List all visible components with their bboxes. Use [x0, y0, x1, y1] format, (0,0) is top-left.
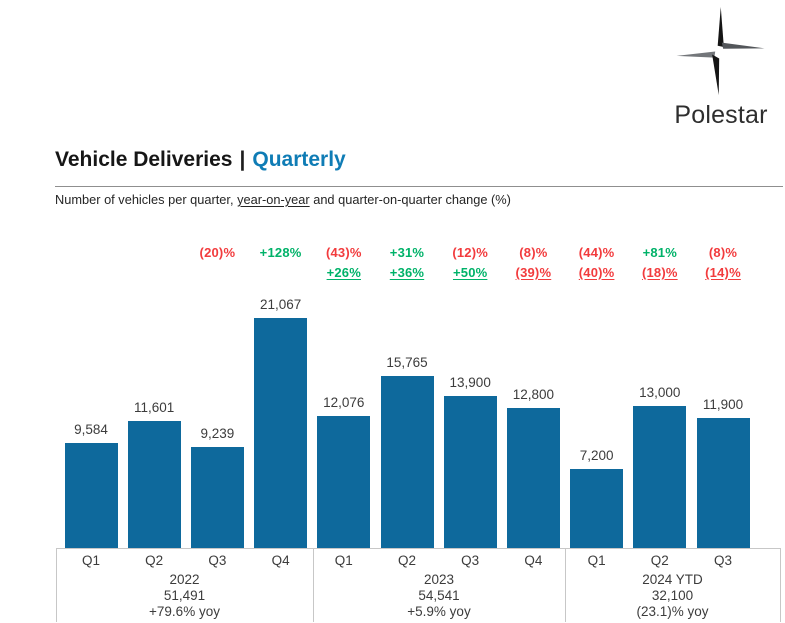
quarter-label: Q1	[81, 553, 100, 568]
qoq-change-label: +81%	[642, 245, 677, 260]
bar-value-label: 7,200	[579, 448, 614, 463]
group-divider	[313, 548, 314, 622]
polestar-wordmark: Polestar	[674, 101, 768, 129]
bar-value-label: 13,000	[639, 385, 681, 400]
bar-value-label: 11,601	[134, 400, 175, 415]
bar	[633, 406, 687, 548]
star-blade-top	[717, 7, 724, 48]
subtitle-suffix: and quarter-on-quarter change (%)	[309, 192, 511, 207]
star-blade-bottom	[712, 54, 720, 95]
quarter-label: Q2	[145, 553, 164, 568]
bar	[380, 376, 434, 548]
year-group-label: 2024 YTD 32,100 (23.1)% yoy	[563, 572, 783, 619]
group-yoy: +79.6% yoy	[149, 603, 220, 619]
yoy-change-label: (18)%	[641, 265, 678, 280]
quarter-label: Q3	[208, 553, 227, 568]
group-yoy: (23.1)% yoy	[636, 603, 709, 619]
polestar-star-icon	[676, 7, 765, 95]
chart-subtitle: Number of vehicles per quarter, year-on-…	[55, 192, 511, 207]
group-total: 51,491	[163, 587, 206, 603]
bar	[570, 469, 624, 548]
yoy-change-label: +50%	[452, 265, 488, 280]
quarter-label: Q1	[587, 553, 606, 568]
bar	[254, 318, 308, 548]
bar	[506, 408, 560, 548]
group-divider	[780, 548, 781, 622]
group-divider	[565, 548, 566, 622]
quarter-label: Q3	[713, 553, 732, 568]
yoy-change-label: (40)%	[578, 265, 615, 280]
bar-value-label: 13,900	[449, 375, 491, 390]
qoq-change-label: (43)%	[325, 245, 362, 260]
group-divider	[56, 548, 57, 622]
subtitle-yoy-underlined: year-on-year	[237, 192, 310, 207]
group-year: 2023	[423, 572, 455, 587]
qoq-change-label: (8)%	[708, 245, 738, 260]
group-year: 2022	[169, 572, 200, 587]
yoy-change-label: +36%	[389, 265, 425, 280]
bar-value-label: 12,800	[512, 387, 555, 402]
year-group-label: 2022 51,491 +79.6% yoy	[75, 572, 295, 619]
bar-value-label: 21,067	[259, 297, 302, 312]
qoq-change-label: (12)%	[452, 245, 489, 260]
quarter-label: Q4	[271, 553, 290, 568]
bar	[696, 418, 750, 548]
bar-value-label: 9,584	[74, 422, 108, 437]
qoq-change-label: +128%	[259, 245, 302, 260]
bar-value-label: 11,900	[702, 397, 744, 412]
group-total: 32,100	[651, 587, 694, 603]
bar	[190, 447, 244, 548]
x-axis-line	[56, 548, 780, 549]
title-highlight: Quarterly	[252, 148, 346, 171]
title-separator: |	[239, 148, 246, 171]
bar-value-label: 9,239	[200, 426, 235, 441]
qoq-change-label: +31%	[389, 245, 425, 260]
qoq-change-label: (20)%	[199, 245, 236, 260]
quarter-label: Q4	[524, 553, 543, 568]
quarter-label: Q2	[397, 553, 416, 568]
quarter-label: Q1	[334, 553, 353, 568]
year-group-label: 2023 54,541 +5.9% yoy	[329, 572, 549, 619]
group-total: 54,541	[418, 587, 460, 603]
quarter-label: Q3	[461, 553, 480, 568]
bar	[317, 416, 371, 548]
qoq-change-label: (44)%	[578, 245, 615, 260]
bar	[64, 443, 118, 548]
subtitle-prefix: Number of vehicles per quarter,	[55, 192, 238, 207]
title-divider-line	[55, 186, 783, 187]
bar-value-label: 12,076	[323, 395, 365, 410]
yoy-change-label: (39)%	[515, 265, 552, 280]
title-main: Vehicle Deliveries	[55, 148, 233, 171]
bar	[443, 396, 497, 548]
star-blade-right	[721, 42, 765, 49]
yoy-change-label: (14)%	[705, 265, 741, 280]
yoy-change-label: +26%	[326, 265, 361, 280]
group-year: 2024 YTD	[642, 572, 703, 587]
qoq-change-label: (8)%	[519, 245, 548, 260]
star-blade-left	[676, 51, 716, 58]
bar-value-label: 15,765	[386, 355, 428, 370]
page-title: Vehicle Deliveries | Quarterly	[55, 148, 346, 172]
quarter-label: Q2	[650, 553, 669, 568]
bar	[127, 421, 181, 548]
group-yoy: +5.9% yoy	[407, 603, 471, 619]
